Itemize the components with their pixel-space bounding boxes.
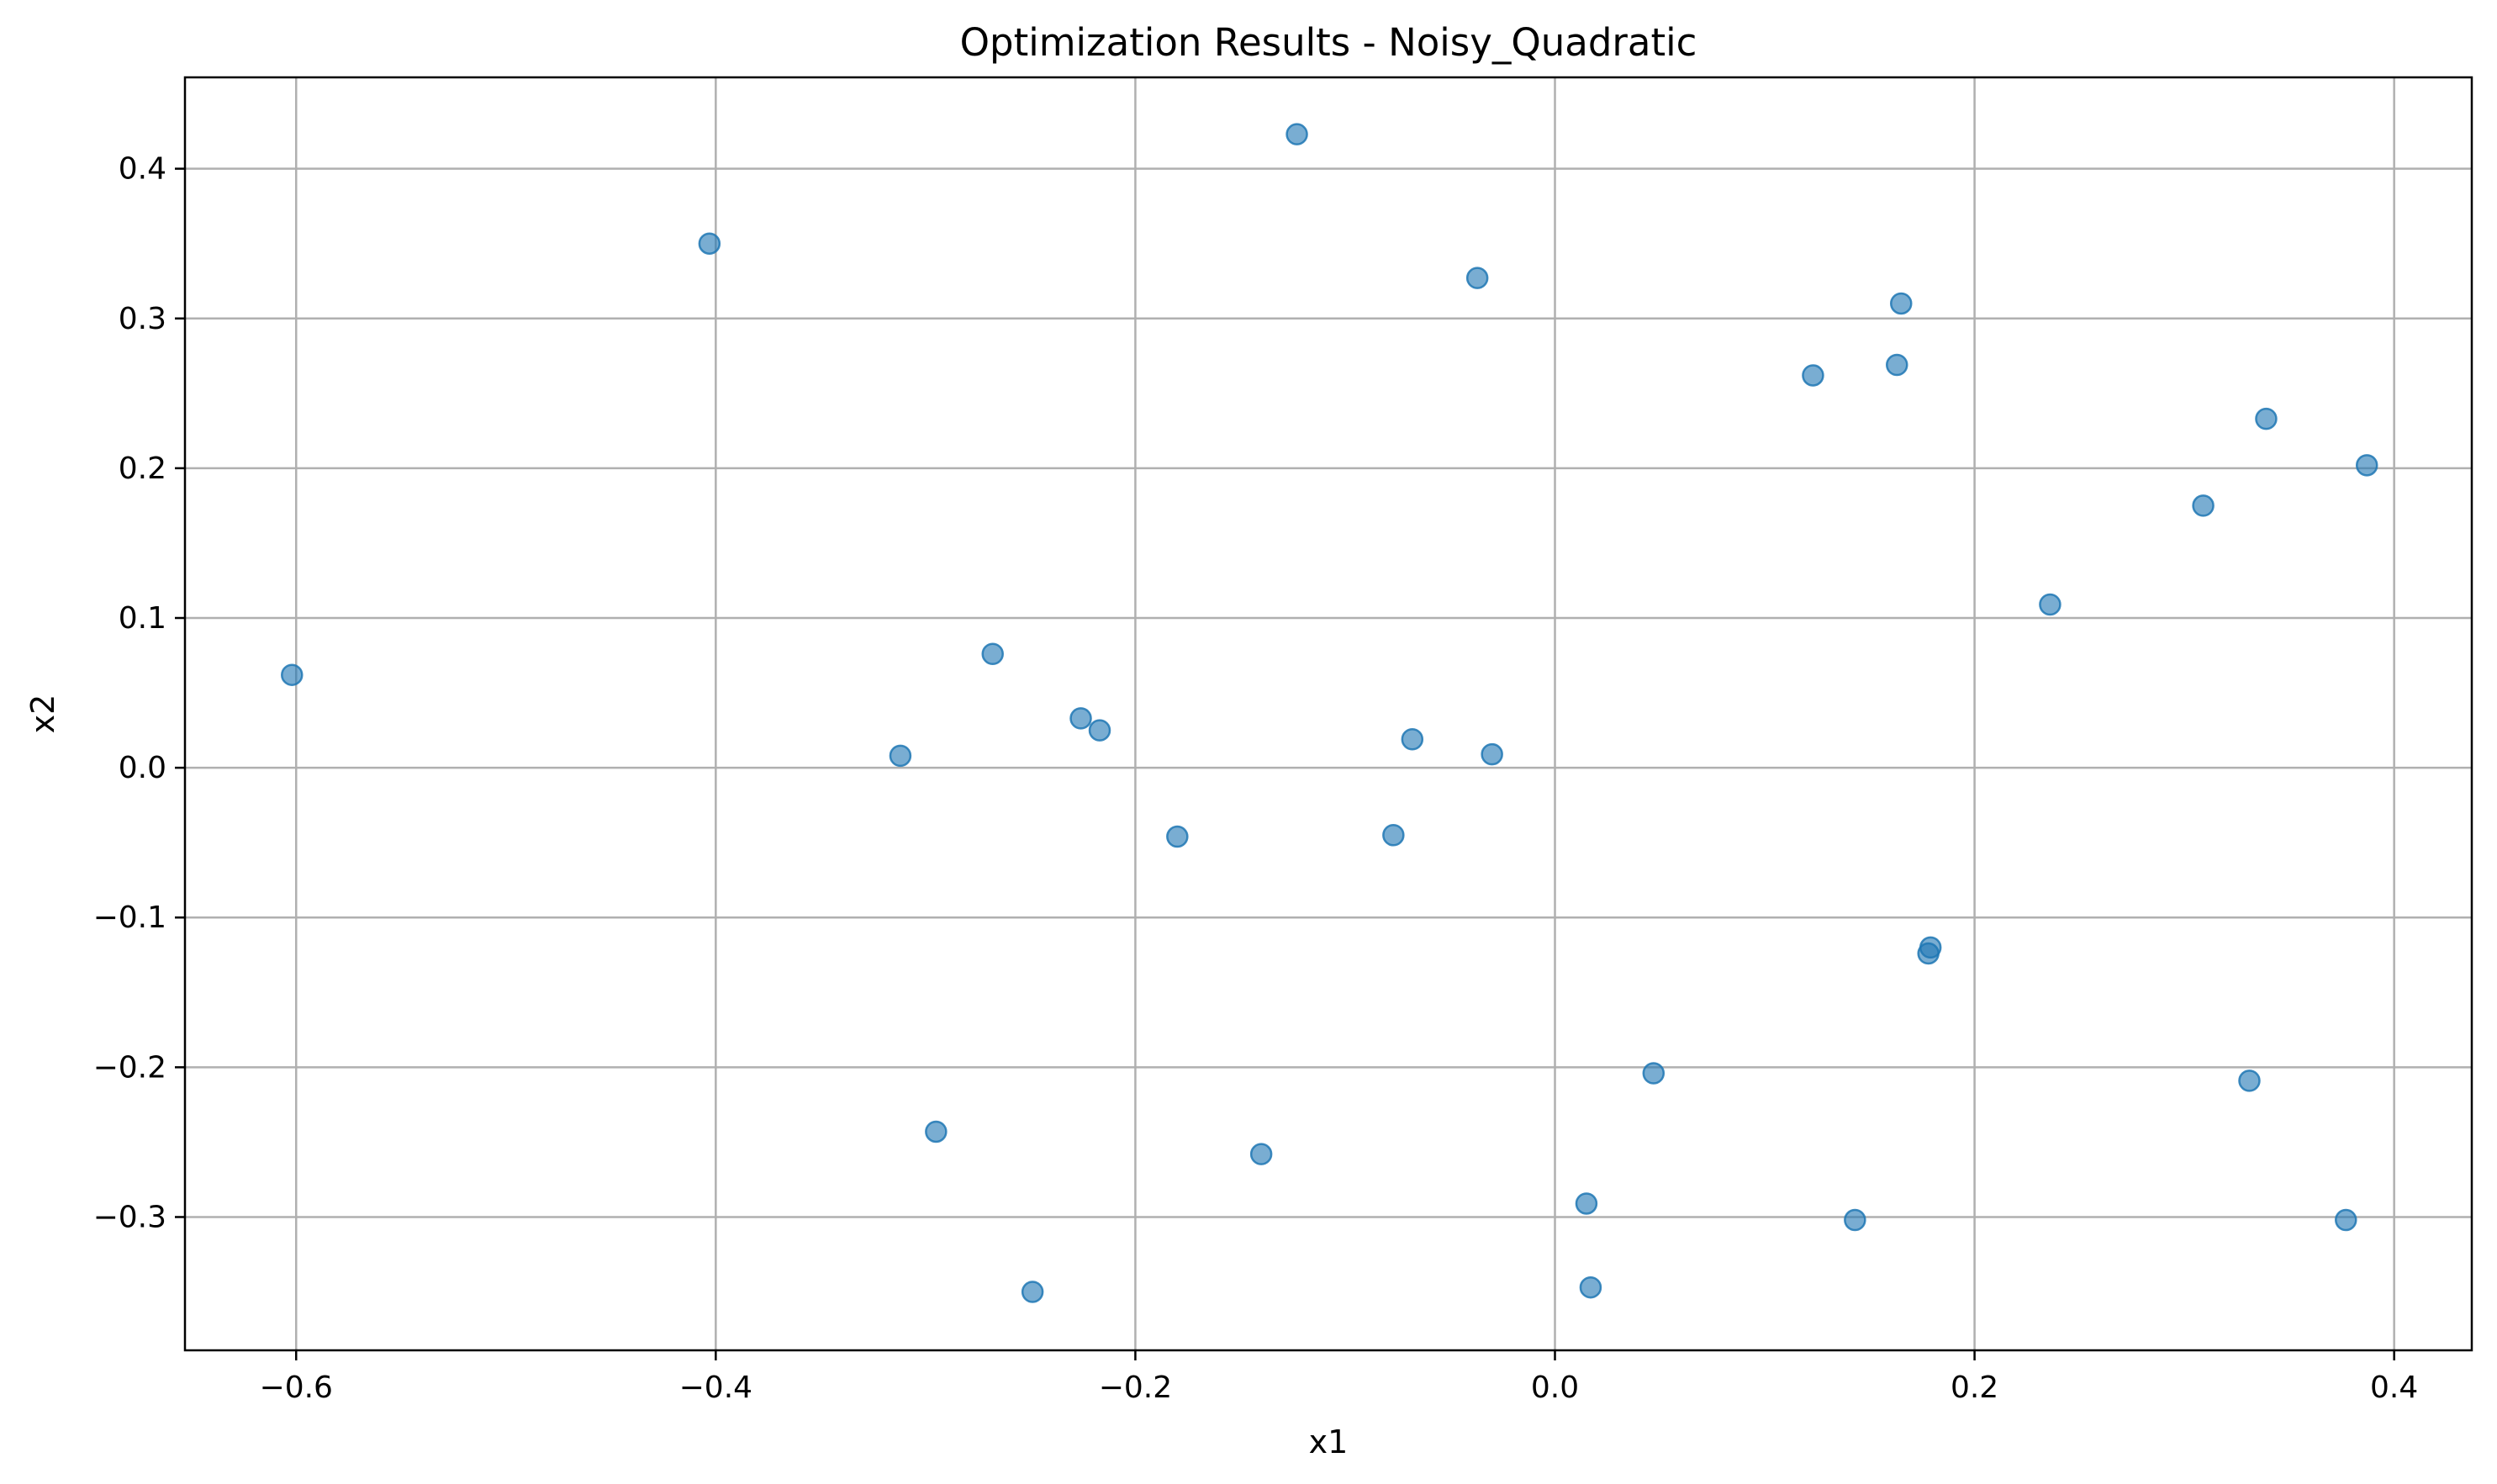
scatter-point bbox=[1575, 1192, 1598, 1215]
axis-ticks: −0.6 −0.4 −0.2 0.0 0.2 0.4 −0.3 −0.2 −0.1 0.0 0.1 0… bbox=[93, 152, 2419, 1405]
scatter-point bbox=[981, 642, 1004, 666]
scatter-point bbox=[1166, 825, 1189, 848]
x-tick-label: 0.2 bbox=[1951, 1370, 1998, 1405]
y-tick-label: 0.4 bbox=[119, 152, 166, 187]
scatter-point bbox=[698, 232, 721, 255]
scatter-point bbox=[1579, 1275, 1602, 1299]
scatter-point bbox=[1069, 707, 1092, 730]
x-tick-label: −0.2 bbox=[1099, 1370, 1172, 1405]
scatter-point bbox=[889, 744, 912, 768]
scatter-point bbox=[2355, 454, 2378, 477]
grid-lines bbox=[185, 77, 2472, 1350]
data-points bbox=[281, 123, 2378, 1303]
y-tick-label: −0.1 bbox=[93, 900, 166, 935]
scatter-point bbox=[1889, 292, 1913, 315]
scatter-point bbox=[1917, 942, 1940, 965]
scatter-point bbox=[281, 663, 304, 686]
scatter-point bbox=[1088, 719, 1111, 742]
scatter-point bbox=[1844, 1208, 1866, 1232]
scatter-point bbox=[1285, 123, 1308, 145]
scatter-point bbox=[1802, 364, 1824, 387]
chart-title: Optimization Results - Noisy_Quadratic bbox=[960, 20, 1697, 65]
scatter-point bbox=[1481, 742, 1503, 766]
scatter-point bbox=[2192, 494, 2215, 517]
scatter-point bbox=[2238, 1069, 2261, 1092]
scatter-point bbox=[1249, 1143, 1273, 1165]
x-axis-label: x1 bbox=[1309, 1423, 1349, 1460]
y-tick-label: 0.0 bbox=[119, 751, 166, 785]
scatter-point bbox=[925, 1120, 948, 1143]
y-tick-label: 0.2 bbox=[119, 452, 166, 486]
scatter-point bbox=[1465, 267, 1489, 289]
x-tick-label: −0.4 bbox=[679, 1370, 752, 1405]
scatter-point bbox=[1401, 728, 1424, 751]
scatter-point bbox=[1021, 1281, 1044, 1303]
scatter-point bbox=[2255, 407, 2278, 430]
y-tick-label: −0.3 bbox=[93, 1200, 166, 1234]
y-tick-label: 0.3 bbox=[119, 302, 166, 336]
scatter-point bbox=[1642, 1062, 1666, 1085]
plot-frame bbox=[183, 76, 2473, 1352]
scatter-point bbox=[1382, 824, 1405, 847]
y-axis-label: x2 bbox=[24, 694, 61, 734]
y-tick-label: 0.1 bbox=[119, 601, 166, 636]
x-tick-label: −0.6 bbox=[260, 1370, 333, 1405]
x-tick-label: 0.0 bbox=[1531, 1370, 1579, 1405]
scatter-point bbox=[2039, 593, 2061, 616]
y-tick-label: −0.2 bbox=[93, 1050, 166, 1085]
scatter-point bbox=[2335, 1208, 2357, 1232]
scatter-point bbox=[1886, 353, 1908, 377]
x-tick-label: 0.4 bbox=[2370, 1370, 2418, 1405]
